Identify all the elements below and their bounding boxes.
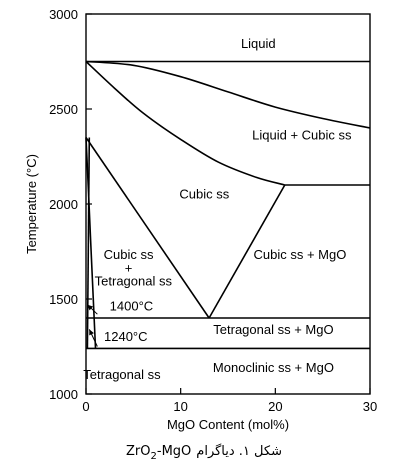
y-tick-label: 1500 [49, 292, 78, 307]
region-label: 1400°C [110, 298, 154, 313]
annotation-arrow-head [87, 304, 94, 311]
region-label: + [125, 260, 133, 275]
caption-formula-subscript: 2 [151, 451, 157, 462]
x-tick-label: 20 [268, 399, 282, 414]
region-label: Cubic ss [104, 247, 154, 262]
phase-boundary-line-3 [85, 60, 286, 186]
region-label: Cubic ss + MgO [254, 247, 347, 262]
y-tick-label: 2500 [49, 102, 78, 117]
x-tick-label: 30 [363, 399, 377, 414]
annotation-arrow-head [89, 329, 94, 336]
caption-persian-text: شکل ۱. دیاگرام [196, 443, 282, 459]
x-tick-label: 10 [173, 399, 187, 414]
x-tick-label: 0 [82, 399, 89, 414]
region-label: Monoclinic ss + MgO [213, 360, 334, 375]
phase-boundary-line-5 [85, 137, 210, 319]
phase-boundaries [85, 60, 371, 350]
figure-caption: ZrO2-MgO شکل ۱. دیاگرام [126, 443, 282, 462]
region-label: Liquid [241, 36, 276, 51]
y-tick-label: 1000 [49, 387, 78, 402]
y-tick-label: 2000 [49, 197, 78, 212]
region-label: Liquid + Cubic ss [252, 127, 352, 142]
region-label: Tetragonal ss [83, 367, 161, 382]
region-label: 1240°C [104, 329, 148, 344]
x-axis-title: MgO Content (mol%) [167, 417, 289, 432]
annotation-arrows [87, 304, 98, 347]
y-axis-title: Temperature (°C) [24, 154, 39, 254]
phase-boundary-line-1 [85, 60, 371, 129]
region-label: Cubic ss [179, 186, 229, 201]
phase-boundary-line-9 [85, 137, 97, 349]
caption-formula-base: ZrO [126, 444, 150, 459]
y-tick-label: 3000 [49, 7, 78, 22]
region-label: Tetragonal ss [95, 274, 173, 289]
phase-boundary-line-10 [86, 137, 91, 349]
region-label: Tetragonal ss + MgO [213, 322, 333, 337]
caption-formula-rest: -MgO [157, 444, 191, 459]
phase-boundary-line-6 [208, 184, 286, 319]
axis-ticks: 0 10 20 30 1000 1500 2000 2500 3000 [49, 7, 377, 414]
